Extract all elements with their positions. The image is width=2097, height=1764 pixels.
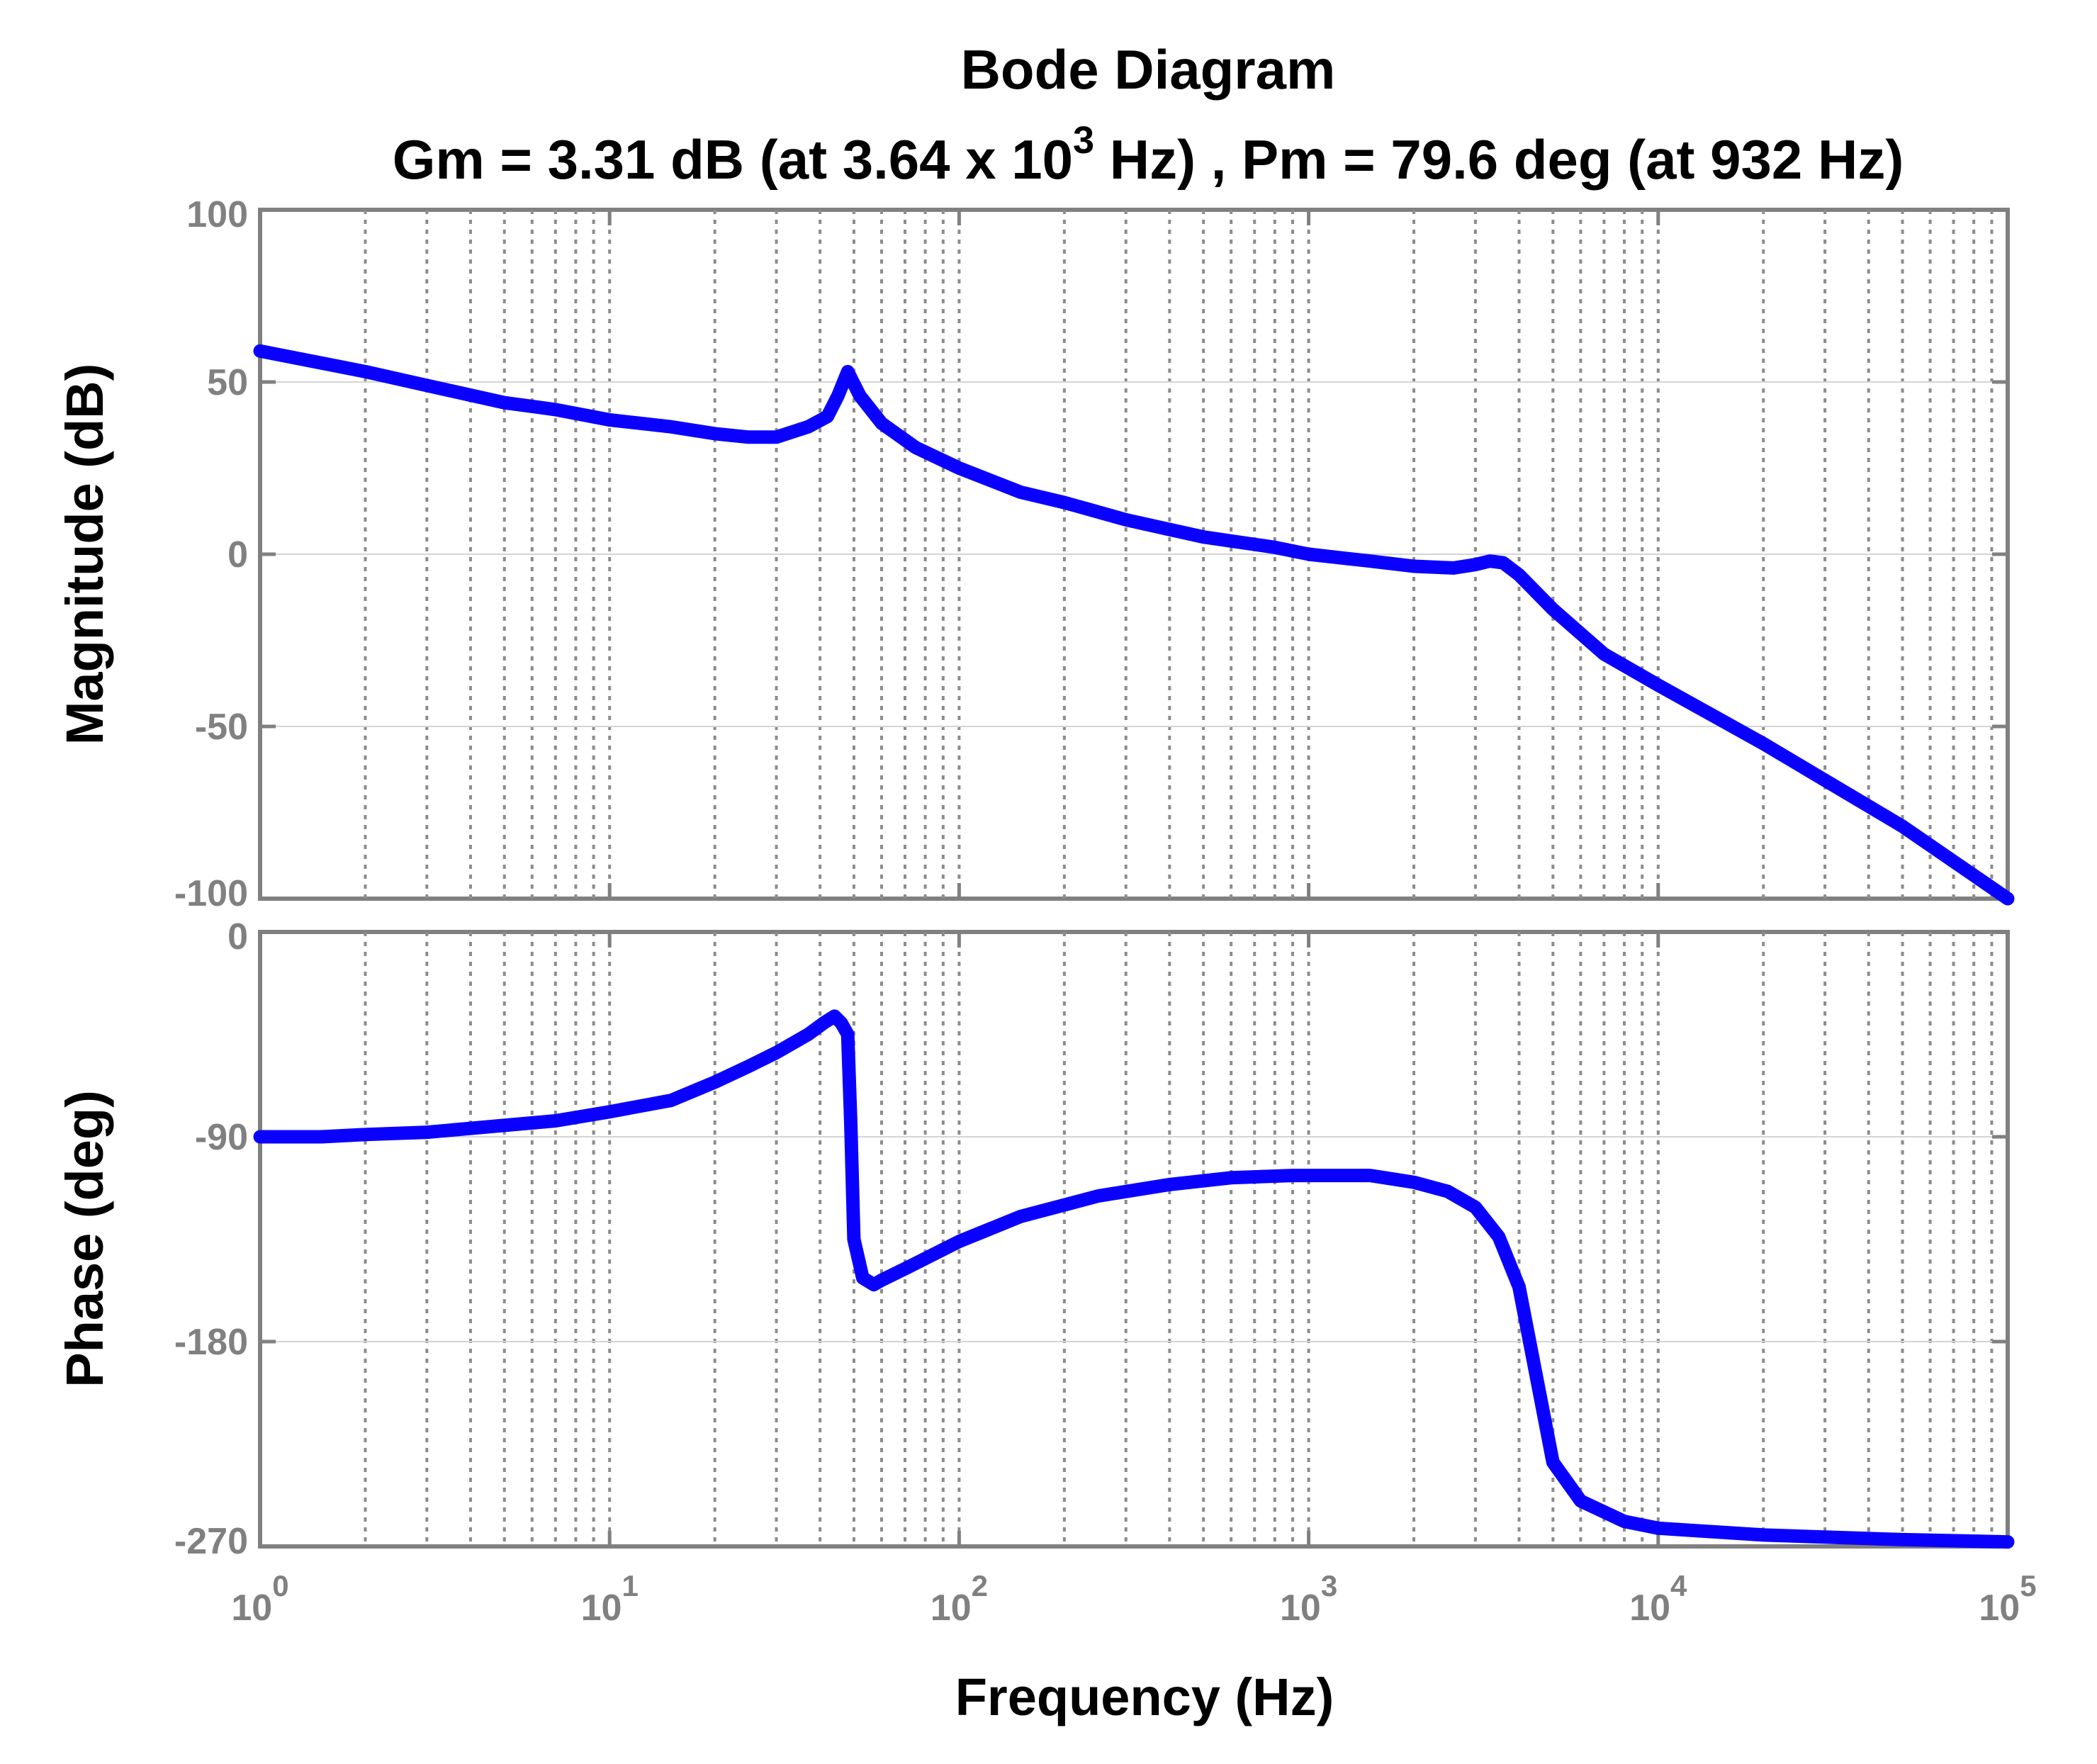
magnitude-y-axis-label: Magnitude (dB)	[55, 364, 114, 745]
gm-text: Gm = 3.31 dB (at 3.64 x 10	[393, 128, 1073, 191]
phase-y-tick-label: -90	[195, 1117, 248, 1158]
x-tick-label: 103	[1280, 1569, 1337, 1629]
phase-y-tick-label: -180	[174, 1322, 248, 1363]
magnitude-y-tick-label: 50	[207, 362, 248, 403]
pm-text: Hz) , Pm = 79.6 deg (at 932 Hz)	[1094, 128, 1904, 191]
phase-y-axis-label: Phase (deg)	[55, 1090, 114, 1387]
phase-y-ticks: 0 -90 -180 -270	[174, 916, 2008, 1562]
frequency-x-ticks: 100 101 102 103 104 105	[231, 210, 2037, 1629]
magnitude-y-tick-label: 0	[227, 534, 248, 575]
magnitude-y-tick-label: -50	[195, 707, 248, 748]
x-tick-label: 105	[1979, 1569, 2036, 1629]
magnitude-y-tick-label: 100	[186, 194, 248, 235]
phase-plot-frame	[258, 930, 2010, 1549]
chart-subtitle: Gm = 3.31 dB (at 3.64 x 103 Hz) , Pm = 7…	[393, 119, 1904, 191]
magnitude-y-ticks: 100 50 0 -50 -100	[174, 194, 2008, 914]
gm-exponent: 3	[1073, 119, 1094, 162]
x-axis-label: Frequency (Hz)	[955, 1668, 1334, 1726]
x-tick-label: 100	[231, 1569, 288, 1629]
phase-y-tick-label: 0	[227, 916, 248, 957]
x-tick-label: 102	[931, 1569, 988, 1629]
phase-y-tick-label: -270	[174, 1521, 248, 1562]
x-tick-label: 104	[1629, 1569, 1687, 1629]
x-tick-label: 101	[581, 1569, 639, 1629]
phase-grid	[260, 932, 2008, 1546]
magnitude-series-line	[253, 344, 2015, 906]
phase-series-line	[253, 1009, 2015, 1549]
chart-title: Bode Diagram	[961, 38, 1336, 101]
magnitude-y-tick-label: -100	[174, 873, 248, 914]
magnitude-grid	[260, 210, 2008, 899]
